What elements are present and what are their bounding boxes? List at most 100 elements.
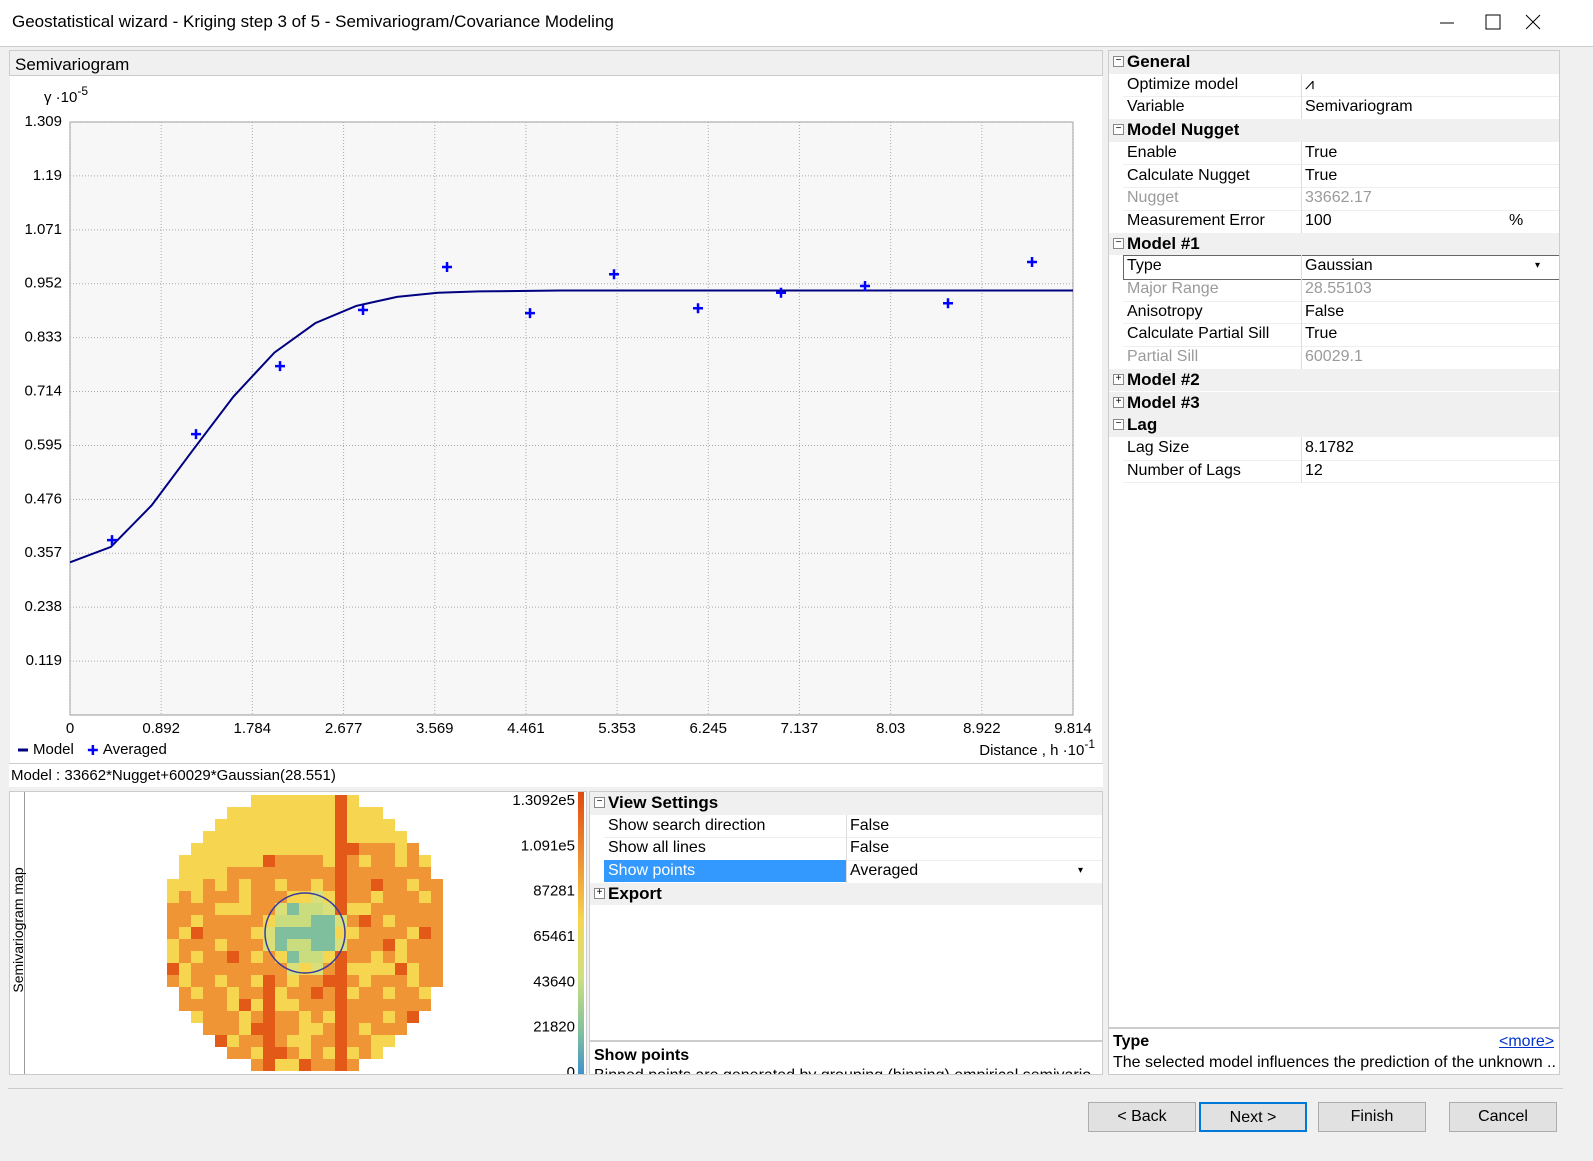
x-axis-label-text: Distance , h ·10	[979, 742, 1084, 759]
dropdown-arrow[interactable]: ▾	[1535, 260, 1541, 272]
property-value[interactable]: False	[1305, 302, 1345, 320]
map-cell	[323, 819, 335, 831]
colorbar-label: 0	[567, 1064, 575, 1075]
expand-toggle[interactable]: −	[594, 797, 605, 808]
property-value[interactable]: Averaged	[850, 862, 919, 880]
row[interactable]	[1123, 278, 1559, 302]
map-cell	[251, 1035, 263, 1047]
button[interactable]: Finish	[1318, 1102, 1426, 1132]
property-value[interactable]: 60029.1	[1305, 348, 1363, 366]
divider	[1301, 459, 1302, 483]
map-cell	[263, 975, 275, 987]
map-cell	[407, 927, 419, 939]
button[interactable]: Next >	[1199, 1102, 1307, 1132]
property-value[interactable]: 12	[1305, 461, 1323, 479]
map-cell	[287, 819, 299, 831]
close-button[interactable]	[1525, 14, 1541, 30]
map-cell	[215, 819, 227, 831]
averaged-point	[1027, 256, 1038, 267]
map-cell	[323, 807, 335, 819]
map-cell	[179, 951, 191, 963]
map-cell	[359, 1011, 371, 1023]
map-cell	[287, 915, 299, 927]
row[interactable]	[1123, 142, 1559, 166]
property-value[interactable]: True	[1305, 166, 1338, 184]
map-cell	[335, 963, 347, 975]
map-cell	[335, 975, 347, 987]
map-cell	[275, 867, 287, 879]
property-value[interactable]: Gaussian	[1305, 257, 1373, 275]
expand-toggle[interactable]: +	[594, 887, 605, 899]
x-tick-label: 0.892	[142, 720, 180, 737]
map-cell	[167, 903, 179, 915]
property-value[interactable]: True	[1305, 325, 1338, 343]
dropdown-arrow[interactable]: ▾	[1078, 865, 1084, 877]
property-value[interactable]: False	[850, 839, 890, 857]
map-cell	[239, 975, 251, 987]
property-name: Optimize model	[1127, 75, 1239, 93]
map-cell	[227, 807, 239, 819]
map-cell	[431, 879, 443, 891]
property-value[interactable]: True	[1305, 143, 1338, 161]
property-value[interactable]: 28.55103	[1305, 280, 1372, 297]
map-cell	[251, 987, 263, 999]
map-cell	[335, 1047, 347, 1059]
row[interactable]	[1123, 323, 1559, 348]
property-value[interactable]: Semivariogram	[1305, 98, 1413, 116]
help-more-link[interactable]: <more>	[1499, 1033, 1555, 1050]
map-cell	[335, 1011, 347, 1023]
section-header	[1109, 51, 1559, 74]
map-cell	[431, 951, 443, 963]
map-cell	[239, 927, 251, 939]
row[interactable]	[1123, 437, 1559, 461]
property-value[interactable]: 100	[1305, 211, 1332, 229]
button[interactable]: Cancel	[1449, 1102, 1557, 1132]
map-cell	[215, 975, 227, 987]
property-value[interactable]: 33662.17	[1305, 189, 1372, 207]
expand-toggle[interactable]: +	[1113, 396, 1124, 408]
x-tick-label: 6.245	[689, 720, 727, 737]
row[interactable]	[1123, 255, 1559, 280]
map-cell	[371, 927, 383, 939]
expand-toggle[interactable]: −	[1113, 124, 1124, 136]
expand-toggle[interactable]: −	[1113, 237, 1124, 249]
map-cell	[287, 927, 299, 939]
map-cell	[335, 867, 347, 879]
map-cell	[275, 1059, 287, 1071]
map-cell	[383, 963, 395, 975]
map-cell	[251, 819, 263, 831]
map-cell	[371, 975, 383, 987]
map-cell	[299, 939, 311, 951]
expand-toggle[interactable]: −	[1113, 56, 1124, 67]
property-value[interactable]: ⩘	[1305, 75, 1315, 93]
maximize-button[interactable]	[1485, 14, 1501, 30]
expand-toggle[interactable]: −	[1113, 419, 1124, 431]
map-cell	[227, 819, 239, 831]
row[interactable]	[1123, 165, 1559, 189]
expand-toggle[interactable]: +	[1113, 373, 1124, 385]
map-cell	[263, 855, 275, 867]
x-tick-label: 3.569	[416, 720, 454, 737]
row[interactable]	[604, 815, 1102, 839]
help-divider	[590, 1040, 1102, 1042]
y-tick-label: 0.476	[24, 490, 62, 507]
button[interactable]: < Back	[1088, 1102, 1196, 1132]
map-cell	[335, 891, 347, 903]
row[interactable]	[1123, 301, 1559, 325]
map-cell	[239, 1023, 251, 1035]
map-cell	[323, 975, 335, 987]
map-cell	[275, 891, 287, 903]
row[interactable]	[1123, 74, 1559, 98]
property-value[interactable]: 8.1782	[1305, 438, 1354, 456]
window-controls[interactable]	[1440, 10, 1580, 36]
row[interactable]	[604, 837, 1102, 862]
x-tick-label: 8.03	[876, 720, 905, 737]
row[interactable]	[1123, 187, 1559, 211]
map-cell	[251, 1047, 263, 1059]
map-cell	[179, 939, 191, 951]
row[interactable]	[1123, 460, 1559, 484]
property-value[interactable]: False	[850, 816, 890, 834]
map-cell	[299, 891, 311, 903]
y-tick-label: 1.309	[24, 113, 62, 130]
map-cell	[191, 855, 203, 867]
